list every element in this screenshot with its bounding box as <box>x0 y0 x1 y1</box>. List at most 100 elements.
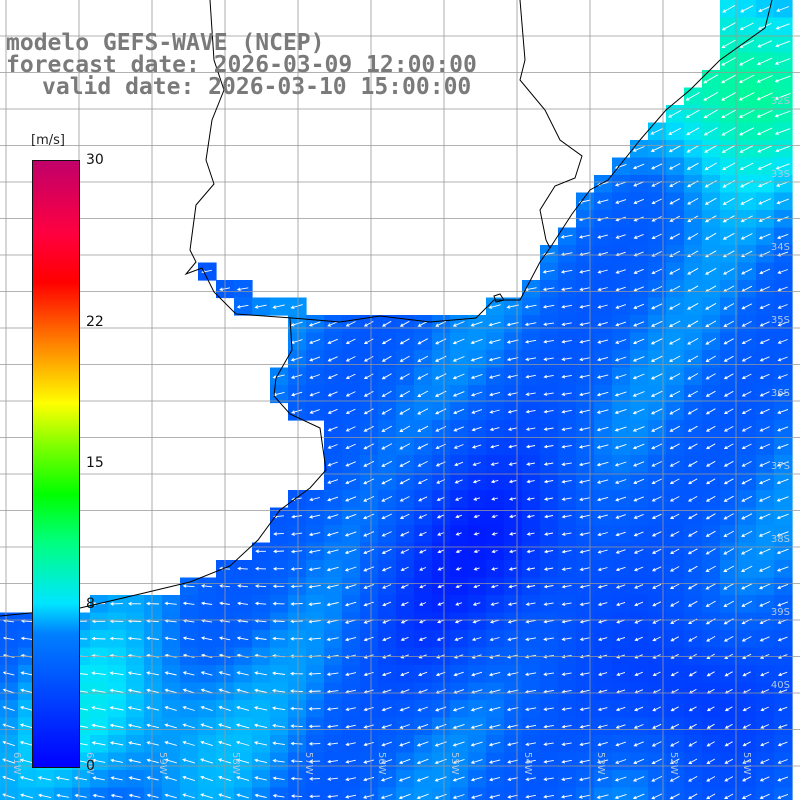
wind-arrow <box>471 671 483 677</box>
wind-arrow <box>109 723 124 728</box>
wind-arrow <box>345 356 356 362</box>
wind-arrow <box>473 497 481 501</box>
wind-arrow <box>741 268 753 275</box>
wind-arrow <box>526 567 535 571</box>
wind-arrow <box>253 741 268 746</box>
wind-arrow <box>399 724 410 729</box>
wind-arrow <box>723 583 735 590</box>
wind-arrow <box>632 776 645 782</box>
wind-arrow <box>308 602 321 607</box>
wind-arrow <box>706 723 715 729</box>
wind-arrow <box>491 532 498 536</box>
wind-arrow <box>525 392 536 397</box>
longitude-label: 52W <box>668 752 679 775</box>
wind-arrow <box>91 671 106 676</box>
wind-arrow <box>596 496 609 502</box>
wind-arrow <box>561 584 572 589</box>
wind-arrow <box>758 198 772 205</box>
wind-arrow <box>200 601 213 606</box>
wind-arrow <box>381 443 393 450</box>
wind-arrow <box>525 602 536 606</box>
wind-arrow <box>721 74 737 84</box>
wind-arrow <box>146 776 159 781</box>
wind-arrow <box>417 723 429 730</box>
wind-arrow <box>437 602 444 606</box>
wind-arrow <box>738 74 755 84</box>
wind-arrow <box>272 723 286 728</box>
wind-arrow <box>740 233 753 240</box>
wind-arrow <box>651 793 663 800</box>
wind-arrow <box>380 794 393 800</box>
wind-arrow <box>706 443 716 450</box>
wind-arrow <box>579 724 590 729</box>
wind-arrow <box>490 444 500 449</box>
wind-arrow <box>652 583 662 589</box>
wind-arrow <box>489 427 500 432</box>
wind-cell <box>288 787 307 800</box>
wind-arrow <box>506 357 519 362</box>
wind-arrow <box>434 741 447 747</box>
wind-arrow <box>633 461 645 467</box>
wind-arrow <box>526 462 535 466</box>
wind-arrow <box>146 688 160 694</box>
wind-arrow <box>705 495 716 502</box>
wind-arrow <box>721 109 737 119</box>
wind-arrow <box>55 776 70 781</box>
wind-arrow <box>561 707 572 711</box>
wind-arrow <box>128 758 141 763</box>
wind-arrow <box>704 197 717 205</box>
wind-cell <box>612 787 631 800</box>
wind-arrow <box>237 601 249 606</box>
wind-arrow <box>417 425 429 432</box>
wind-arrow <box>109 636 124 641</box>
wind-arrow <box>290 304 303 310</box>
wind-arrow <box>399 408 411 415</box>
wind-arrow <box>560 794 573 799</box>
wind-arrow <box>399 496 410 502</box>
wind-arrow <box>507 794 518 799</box>
wind-arrow <box>146 671 160 676</box>
wind-arrow <box>290 724 303 728</box>
wind-arrow <box>688 758 698 764</box>
wind-arrow <box>381 460 393 467</box>
wind-arrow <box>760 724 770 729</box>
wind-arrow <box>345 426 356 432</box>
wind-arrow <box>705 548 716 555</box>
wind-arrow <box>508 567 517 571</box>
wind-arrow <box>309 391 320 397</box>
wind-arrow <box>669 583 680 589</box>
wind-arrow <box>614 339 627 344</box>
wind-arrow <box>309 409 320 414</box>
wind-arrow <box>164 776 177 781</box>
wind-arrow <box>452 338 465 345</box>
wind-arrow <box>685 92 700 101</box>
wind-arrow <box>561 444 572 449</box>
latitude-label: 35S <box>771 315 790 326</box>
wind-arrow <box>290 321 303 327</box>
wind-arrow <box>543 794 554 799</box>
wind-arrow <box>254 671 267 676</box>
wind-arrow <box>455 567 462 571</box>
wind-arrow <box>615 199 627 204</box>
wind-arrow <box>489 619 500 624</box>
wind-arrow <box>272 793 285 798</box>
wind-arrow <box>687 338 699 345</box>
wind-arrow <box>488 776 501 782</box>
wind-arrow <box>418 636 427 641</box>
wind-arrow <box>578 427 591 432</box>
wind-arrow <box>127 601 142 606</box>
wind-arrow <box>472 462 481 466</box>
wind-arrow <box>309 794 320 799</box>
wind-arrow <box>436 636 445 641</box>
wind-cell <box>360 787 379 800</box>
wind-arrow <box>614 181 627 187</box>
wind-arrow <box>525 409 536 414</box>
wind-arrow <box>273 549 285 554</box>
wind-arrow <box>488 374 501 379</box>
wind-arrow <box>614 356 627 362</box>
wind-arrow <box>561 427 572 432</box>
wind-arrow <box>326 602 339 607</box>
wind-arrow <box>363 443 375 450</box>
wind-arrow <box>669 758 680 765</box>
wind-arrow <box>544 514 554 519</box>
